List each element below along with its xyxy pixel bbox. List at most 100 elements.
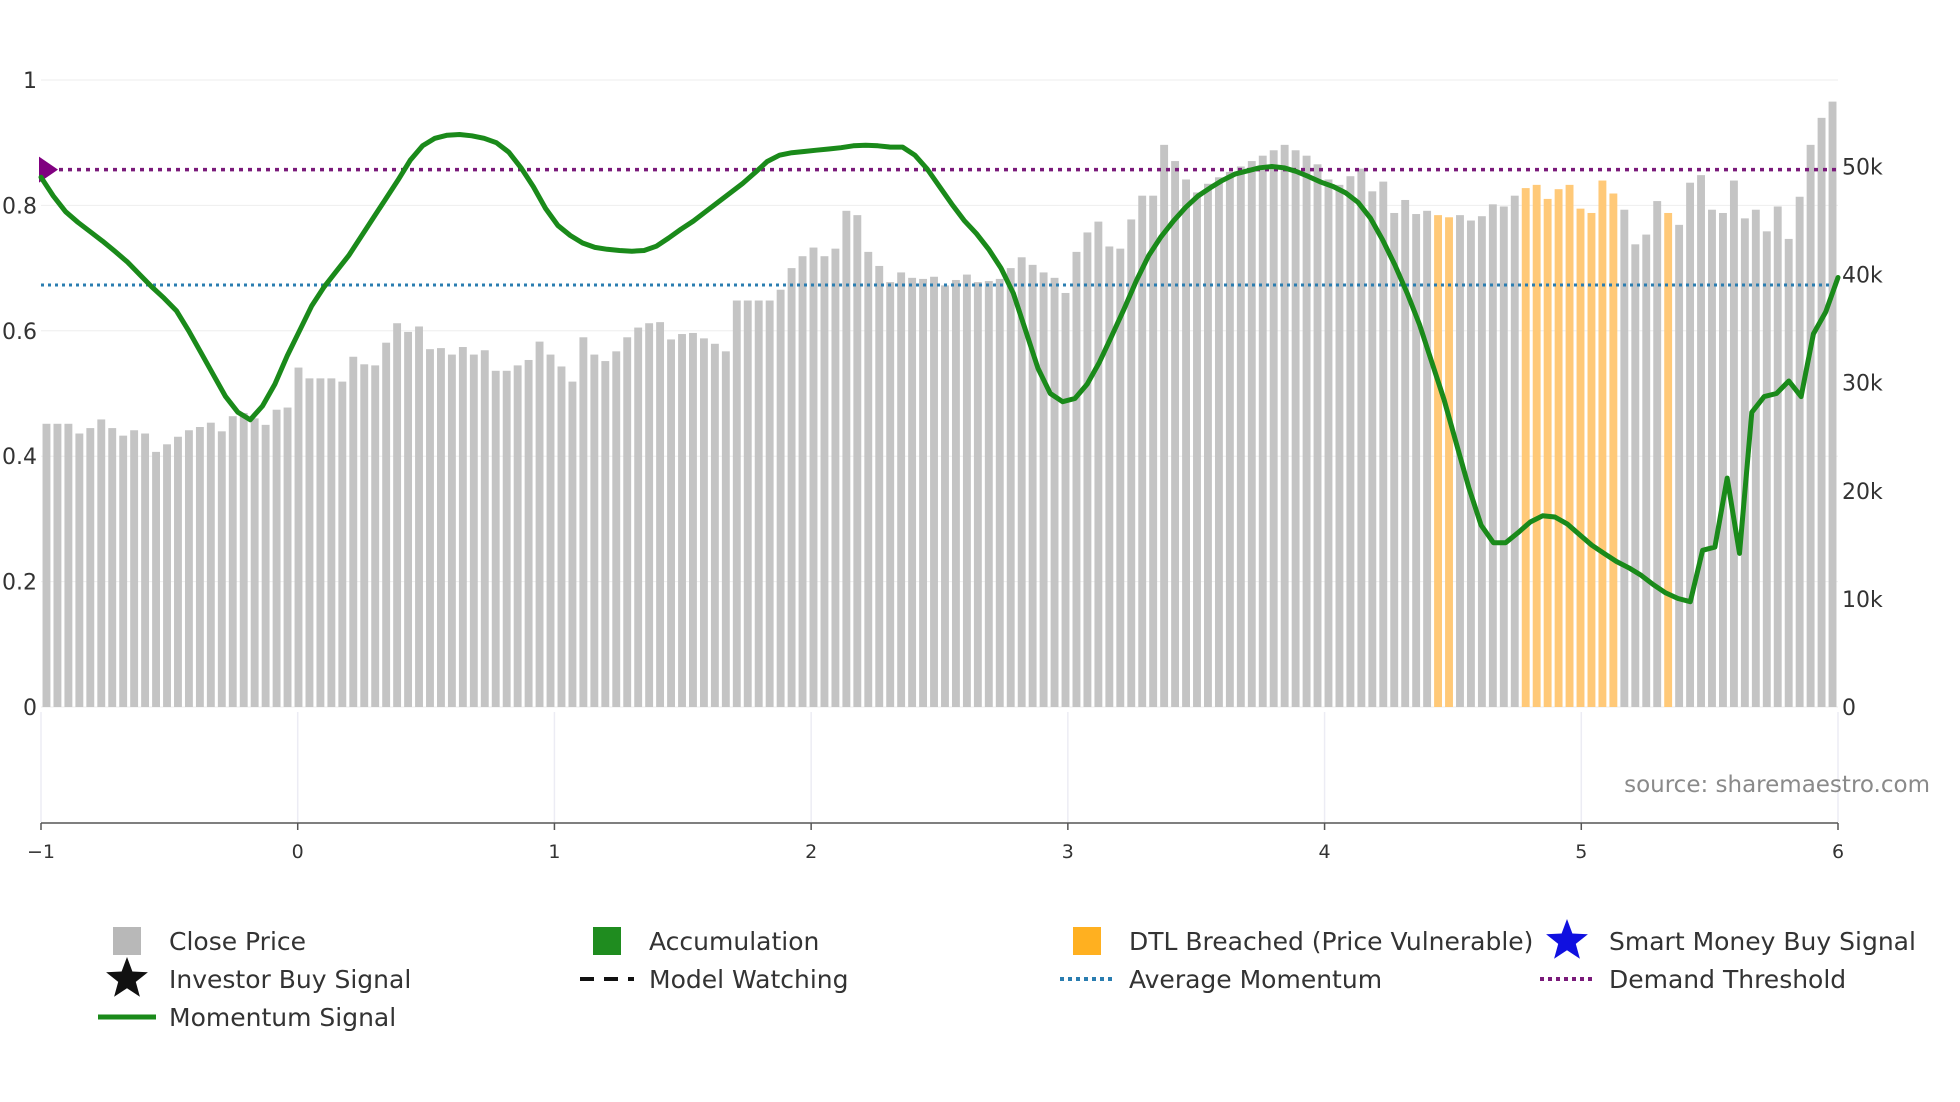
close-price-bar xyxy=(305,378,314,707)
close-price-bar xyxy=(316,378,325,707)
close-price-bar xyxy=(152,451,160,707)
close-price-bar xyxy=(349,356,358,707)
legend-label: DTL Breached (Price Vulnerable) xyxy=(1129,927,1533,956)
left-tick-label: 0.8 xyxy=(2,194,37,219)
close-price-bar xyxy=(1302,155,1311,708)
close-price-bar xyxy=(1675,224,1684,708)
close-price-bar xyxy=(667,339,675,707)
close-price-bar xyxy=(1488,204,1497,707)
close-price-bar xyxy=(765,300,774,707)
x-tick-label: 3 xyxy=(1062,841,1074,863)
x-tick-label: −1 xyxy=(27,841,55,863)
x-tick-label: 1 xyxy=(548,841,560,863)
close-price-bar xyxy=(42,423,51,707)
close-price-bar xyxy=(1313,164,1322,707)
close-price-bar xyxy=(458,347,467,707)
close-price-bar xyxy=(1708,209,1716,707)
legend-star-icon xyxy=(1546,919,1588,959)
legend-label: Accumulation xyxy=(649,927,819,956)
close-price-bar xyxy=(371,365,380,707)
close-price-bar xyxy=(984,281,993,707)
close-price-bar xyxy=(1477,216,1486,707)
close-price-bar xyxy=(1773,206,1782,708)
close-price-bar xyxy=(1039,272,1048,707)
close-price-bar xyxy=(53,423,62,707)
close-price-bar xyxy=(184,430,193,707)
demand-threshold-marker xyxy=(39,156,58,183)
close-price-bar xyxy=(130,430,139,707)
legend-label: Momentum Signal xyxy=(169,1003,396,1032)
close-price-bar xyxy=(535,341,544,707)
close-price-bar xyxy=(437,348,445,707)
legend-label: Average Momentum xyxy=(1129,965,1382,994)
close-price-bar xyxy=(1050,277,1059,707)
close-price-bar xyxy=(973,282,982,707)
close-price-bar xyxy=(1510,195,1519,708)
legend-square-icon xyxy=(1073,927,1101,955)
left-tick-label: 0.4 xyxy=(2,445,37,470)
close-price-bar xyxy=(820,256,829,707)
close-price-bar xyxy=(601,361,610,707)
close-price-bar xyxy=(776,289,785,707)
left-axis-ticks: 0 0.2 0.4 0.6 0.8 1 xyxy=(2,69,37,721)
close-price-bar xyxy=(1138,195,1147,708)
close-price-bar xyxy=(1697,175,1705,707)
close-price-bar xyxy=(656,322,665,707)
dtl-breached-bar xyxy=(1554,189,1563,707)
close-price-bar xyxy=(809,247,818,707)
close-price-bar xyxy=(864,251,873,707)
close-price-bar xyxy=(1762,231,1771,707)
close-price-bar xyxy=(1324,179,1333,707)
right-tick-label: 30k xyxy=(1842,372,1883,397)
close-price-bar xyxy=(447,354,456,707)
close-price-bar xyxy=(1751,209,1760,707)
close-price-bar xyxy=(1642,234,1651,707)
close-price-bar xyxy=(831,248,840,707)
dtl-breached-bar xyxy=(1598,180,1607,708)
close-price-bar xyxy=(1390,212,1399,707)
close-price-bar xyxy=(108,428,117,707)
threshold-lines xyxy=(39,156,1838,287)
close-price-bar xyxy=(272,409,281,707)
close-price-bar xyxy=(1017,257,1026,707)
close-price-bar xyxy=(710,343,719,707)
close-price-bar xyxy=(1061,292,1070,707)
close-price-bar xyxy=(1006,268,1015,707)
close-price-bar xyxy=(1182,179,1190,707)
legend-item: Momentum Signal xyxy=(98,1003,396,1032)
dtl-breached-bar xyxy=(1576,208,1585,707)
legend-item: DTL Breached (Price Vulnerable) xyxy=(1073,927,1533,956)
close-price-bar xyxy=(579,337,588,707)
close-price-bar xyxy=(327,378,336,707)
close-price-bar xyxy=(1247,161,1256,707)
legend-label: Model Watching xyxy=(649,965,849,994)
close-price-bar xyxy=(1401,199,1410,708)
close-price-bar xyxy=(469,354,478,707)
legend: Close Price Accumulation DTL Breached (Pri… xyxy=(98,919,1916,1032)
close-price-bar xyxy=(908,277,917,707)
close-price-bar xyxy=(1686,182,1695,707)
close-price-bar xyxy=(1072,251,1081,707)
x-tick-label: 2 xyxy=(805,841,817,863)
close-price-bar xyxy=(645,323,654,707)
legend-label: Investor Buy Signal xyxy=(169,965,411,994)
close-price-bar xyxy=(174,436,182,707)
close-price-bar xyxy=(557,366,566,707)
dtl-breached-bar xyxy=(1565,184,1574,708)
close-price-bar xyxy=(1028,264,1037,707)
close-price-bar xyxy=(897,272,906,707)
close-price-bar xyxy=(995,278,1004,707)
close-price-bar xyxy=(1412,214,1421,708)
close-price-bar xyxy=(1105,246,1114,708)
close-price-bar xyxy=(195,427,204,707)
close-price-bar xyxy=(1806,144,1815,708)
left-tick-label: 0.6 xyxy=(2,320,37,345)
x-tick-label: 5 xyxy=(1575,841,1587,863)
legend-star-icon xyxy=(106,957,148,997)
close-price-bar xyxy=(1171,161,1180,707)
legend-item: Accumulation xyxy=(593,927,819,956)
close-price-bar xyxy=(1346,176,1355,707)
close-price-bar xyxy=(1368,191,1377,708)
close-price-bar xyxy=(842,210,851,707)
